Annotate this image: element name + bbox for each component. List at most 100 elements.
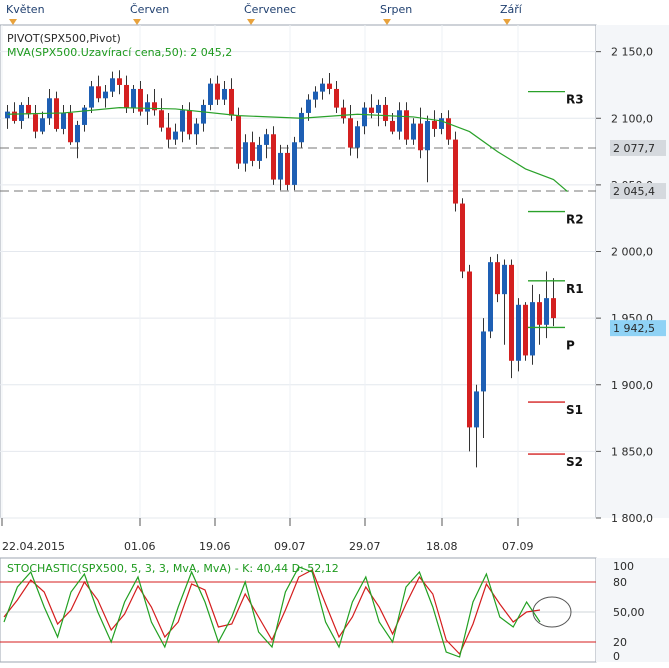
month-marker-icon bbox=[247, 19, 255, 25]
candle-up bbox=[299, 112, 304, 143]
price-axis-bg bbox=[596, 25, 669, 518]
horizontal-reference-lines bbox=[0, 147, 596, 192]
stoch-axis-bg bbox=[596, 558, 669, 662]
candle-up bbox=[264, 134, 269, 145]
candle-down bbox=[446, 118, 451, 140]
month-header-bg bbox=[0, 0, 596, 25]
candle-down bbox=[96, 86, 101, 99]
month-header: Květen Červen Červenec Srpen Září bbox=[0, 0, 596, 25]
candle-up bbox=[474, 391, 479, 428]
stoch-tick-label: 80 bbox=[613, 576, 627, 589]
candle-down bbox=[187, 110, 192, 135]
candle-down bbox=[152, 102, 157, 111]
candle-up bbox=[313, 91, 318, 100]
candle-down bbox=[12, 111, 17, 121]
current-price-badge bbox=[610, 320, 666, 337]
pivot-label-s2: S2 bbox=[566, 455, 583, 469]
candle-down bbox=[117, 78, 122, 85]
date-tick-label: 19.06 bbox=[199, 540, 231, 553]
pivot-levels: R3 R2 R1 P S1 S2 bbox=[528, 90, 584, 469]
candle-up bbox=[481, 331, 486, 392]
candle-up bbox=[488, 262, 493, 332]
candle-down bbox=[523, 304, 528, 356]
stochastic-panel bbox=[0, 557, 597, 663]
month-marker-icon bbox=[9, 19, 17, 25]
reference-price-badge bbox=[610, 183, 666, 200]
stochastic-axis: 100 80 50,00 200 bbox=[596, 558, 669, 663]
candle-up bbox=[173, 131, 178, 140]
month-label: Září bbox=[500, 3, 523, 16]
stoch-tick-label: 50,00 bbox=[613, 606, 645, 619]
candle-up bbox=[502, 264, 507, 295]
candle-up bbox=[320, 83, 325, 92]
price-tick-label: 2 150,0 bbox=[611, 46, 653, 59]
candle-down bbox=[467, 271, 472, 428]
reference-price-badge bbox=[610, 139, 666, 156]
candle-up bbox=[180, 110, 185, 132]
stochastic-highlight-circle bbox=[532, 596, 572, 628]
stochastic-series bbox=[0, 566, 596, 658]
candle-up bbox=[439, 118, 444, 129]
price-marker-label: 2 077,7 bbox=[613, 142, 655, 155]
stoch-tick-label: 20 bbox=[613, 636, 627, 649]
candle-up bbox=[411, 123, 416, 140]
candle-up bbox=[243, 142, 248, 164]
candle-down bbox=[124, 84, 129, 108]
candle-down bbox=[250, 142, 255, 161]
candle-up bbox=[75, 124, 80, 143]
candle-up bbox=[40, 118, 45, 132]
stochastic-legend: STOCHASTIC(SPX500, 5, 3, 3, MvA, MvA) - … bbox=[7, 562, 339, 575]
candle-down bbox=[390, 120, 395, 132]
mva-series bbox=[7, 107, 568, 193]
candle-down bbox=[551, 298, 556, 319]
candle-up bbox=[5, 111, 10, 119]
candle-down bbox=[159, 110, 164, 128]
stoch-tick-label: 0 bbox=[613, 650, 620, 663]
candle-up bbox=[145, 102, 150, 112]
month-label: Červen bbox=[130, 3, 169, 16]
candle-up bbox=[306, 99, 311, 113]
month-label: Srpen bbox=[380, 3, 412, 16]
date-tick-label: 22.04.2015 bbox=[2, 540, 65, 553]
candle-up bbox=[516, 304, 521, 361]
candle-down bbox=[383, 104, 388, 121]
candle-down bbox=[404, 110, 409, 140]
candle-down bbox=[495, 262, 500, 295]
legend-pivot: PIVOT(SPX500,Pivot) bbox=[7, 32, 121, 45]
candle-up bbox=[208, 83, 213, 105]
candle-up bbox=[201, 104, 206, 124]
candle-down bbox=[327, 83, 332, 89]
price-marker-label: 2 045,4 bbox=[613, 185, 655, 198]
price-tick-label: 2 100,0 bbox=[611, 112, 653, 125]
pivot-label-p: P bbox=[566, 338, 575, 352]
candle-up bbox=[355, 126, 360, 148]
month-label: Červenec bbox=[244, 3, 296, 16]
pivot-label-r2: R2 bbox=[566, 213, 584, 227]
candle-down bbox=[33, 114, 38, 132]
candle-up bbox=[110, 78, 115, 92]
candle-down bbox=[460, 203, 465, 272]
stoch-k-line bbox=[3, 566, 541, 658]
candle-down bbox=[334, 88, 339, 108]
mva-line bbox=[7, 107, 568, 193]
date-tick-label: 07.09 bbox=[502, 540, 534, 553]
date-tick-label: 29.07 bbox=[349, 540, 381, 553]
candle-down bbox=[26, 104, 31, 115]
candle-down bbox=[138, 88, 143, 112]
date-tick-label: 09.07 bbox=[274, 540, 306, 553]
candle-up bbox=[131, 88, 136, 108]
candle-up bbox=[194, 123, 199, 135]
pivot-label-s1: S1 bbox=[566, 403, 583, 417]
price-marker-label: 1 942,5 bbox=[613, 322, 655, 335]
month-marker-icon bbox=[133, 19, 141, 25]
candle-up bbox=[103, 91, 108, 99]
candle-up bbox=[61, 112, 66, 129]
candle-up bbox=[376, 104, 381, 113]
candle-up bbox=[544, 298, 549, 325]
stoch-d-line bbox=[3, 569, 541, 656]
candle-down bbox=[537, 302, 542, 325]
date-axis-bg bbox=[0, 519, 596, 555]
candle-up bbox=[19, 104, 24, 121]
